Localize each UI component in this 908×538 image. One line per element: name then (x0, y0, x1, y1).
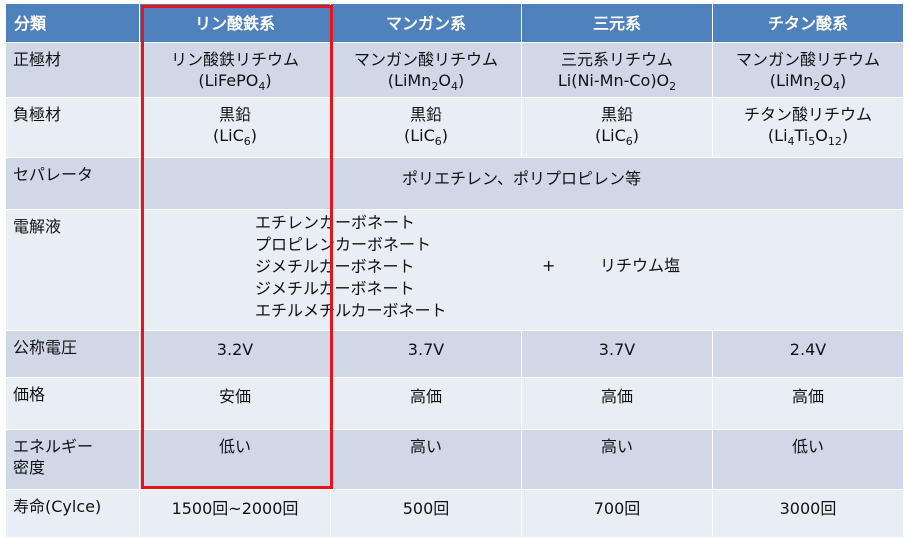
cell-name: マンガン酸リチウム (353, 50, 498, 69)
cell-formula: (LiMn2O4) (387, 71, 465, 94)
cell-life-lfp: 1500回~2000回 (139, 489, 331, 538)
header-lfp: リン酸鉄系 (139, 3, 331, 43)
cell-positive-ternary: 三元系リチウム Li(Ni-Mn-Co)O2 (521, 41, 713, 99)
cell-name: 黒鉛 (218, 105, 251, 125)
solvent-item: プロピレンカーボネート (255, 235, 432, 255)
row-positive-electrode: 正極材 リン酸鉄リチウム (LiFePO4) マンガン酸リチウム (LiMn2O… (5, 41, 904, 99)
cell-formula: (Li4Ti5O12) (767, 126, 849, 149)
row-electrolyte: 電解液 エチレンカーボネート プロピレンカーボネート ジメチルカーボネート ジメ… (5, 209, 904, 332)
row-label-negative: 負極材 (5, 97, 140, 159)
row-separator: セパレータ ポリエチレン、ポリプロピレン等 (5, 157, 904, 211)
row-label-cycle-life: 寿命(Cylce) (5, 489, 140, 538)
cell-negative-lfp: 黒鉛 (LiC6) (139, 97, 331, 159)
header-corner: 分類 (5, 3, 140, 43)
cell-life-manganese: 500回 (330, 489, 522, 538)
cell-energy-titanate: 低い (712, 429, 904, 491)
plus-sign: + (542, 256, 556, 276)
solvent-item: ジメチルカーボネート (255, 279, 415, 299)
row-energy-density: エネルギー 密度 低い 高い 高い 低い (5, 429, 904, 491)
cell-formula: (LiMn2O4) (769, 71, 847, 94)
row-label-line: エネルギー (13, 437, 94, 457)
cell-life-titanate: 3000回 (712, 489, 904, 538)
row-label-line: 密度 (13, 458, 46, 478)
lithium-salt: リチウム塩 (600, 256, 681, 276)
row-label-separator: セパレータ (5, 157, 140, 211)
cell-positive-titanate: マンガン酸リチウム (LiMn2O4) (712, 41, 904, 99)
cell-name: 黒鉛 (409, 105, 442, 125)
cell-price-manganese: 高価 (330, 377, 522, 431)
cell-name: リン酸鉄リチウム (170, 50, 299, 69)
row-label-electrolyte: 電解液 (5, 209, 140, 332)
solvent-item: エチレンカーボネート (255, 213, 416, 233)
row-label-voltage: 公称電圧 (5, 330, 140, 379)
cell-negative-titanate: チタン酸リチウム (Li4Ti5O12) (712, 97, 904, 159)
cell-formula: (LiFePO4) (198, 71, 272, 94)
cell-formula: Li(Ni-Mn-Co)O2 (557, 71, 677, 94)
cell-name: 黒鉛 (600, 105, 633, 125)
header-row: 分類 リン酸鉄系 マンガン系 三元系 チタン酸系 (5, 3, 904, 43)
electrolyte-content: エチレンカーボネート プロピレンカーボネート ジメチルカーボネート ジメチルカー… (140, 210, 903, 324)
row-label-price: 価格 (5, 377, 140, 431)
row-label-positive: 正極材 (5, 41, 140, 99)
cell-formula: (LiC6) (212, 126, 258, 149)
cell-negative-ternary: 黒鉛 (LiC6) (521, 97, 713, 159)
cell-price-titanate: 高価 (712, 377, 904, 431)
row-price: 価格 安価 高価 高価 高価 (5, 377, 904, 431)
cell-energy-ternary: 高い (521, 429, 713, 491)
cell-name: チタン酸リチウム (743, 105, 872, 125)
cell-positive-lfp: リン酸鉄リチウム (LiFePO4) (139, 41, 331, 99)
header-titanate: チタン酸系 (712, 3, 904, 43)
solvent-list: エチレンカーボネート プロピレンカーボネート ジメチルカーボネート ジメチルカー… (255, 212, 447, 322)
cell-formula: (LiC6) (594, 126, 640, 149)
cell-name: 三元系リチウム (560, 50, 673, 69)
cell-voltage-titanate: 2.4V (712, 330, 904, 379)
cell-negative-manganese: 黒鉛 (LiC6) (330, 97, 522, 159)
solvent-item: ジメチルカーボネート (255, 257, 415, 277)
cell-voltage-manganese: 3.7V (330, 330, 522, 379)
cell-formula: (LiC6) (403, 126, 449, 149)
cell-voltage-ternary: 3.7V (521, 330, 713, 379)
row-negative-electrode: 負極材 黒鉛 (LiC6) 黒鉛 (LiC6) 黒鉛 (LiC6) チタン酸リチ… (5, 97, 904, 159)
cell-name: マンガン酸リチウム (735, 50, 880, 69)
row-label-energy-density: エネルギー 密度 (5, 429, 140, 491)
cell-electrolyte: エチレンカーボネート プロピレンカーボネート ジメチルカーボネート ジメチルカー… (139, 209, 904, 332)
cell-voltage-lfp: 3.2V (139, 330, 331, 379)
cell-life-ternary: 700回 (521, 489, 713, 538)
cell-separator-value: ポリエチレン、ポリプロピレン等 (139, 157, 904, 211)
header-ternary: 三元系 (521, 3, 713, 43)
solvent-item: エチルメチルカーボネート (255, 301, 447, 321)
cell-energy-manganese: 高い (330, 429, 522, 491)
cell-energy-lfp: 低い (139, 429, 331, 491)
cell-positive-manganese: マンガン酸リチウム (LiMn2O4) (330, 41, 522, 99)
row-cycle-life: 寿命(Cylce) 1500回~2000回 500回 700回 3000回 (5, 489, 904, 538)
cell-price-ternary: 高価 (521, 377, 713, 431)
row-voltage: 公称電圧 3.2V 3.7V 3.7V 2.4V (5, 330, 904, 379)
cell-price-lfp: 安価 (139, 377, 331, 431)
battery-comparison-table: 分類 リン酸鉄系 マンガン系 三元系 チタン酸系 正極材 リン酸鉄リチウム (L… (5, 3, 904, 538)
header-manganese: マンガン系 (330, 3, 522, 43)
